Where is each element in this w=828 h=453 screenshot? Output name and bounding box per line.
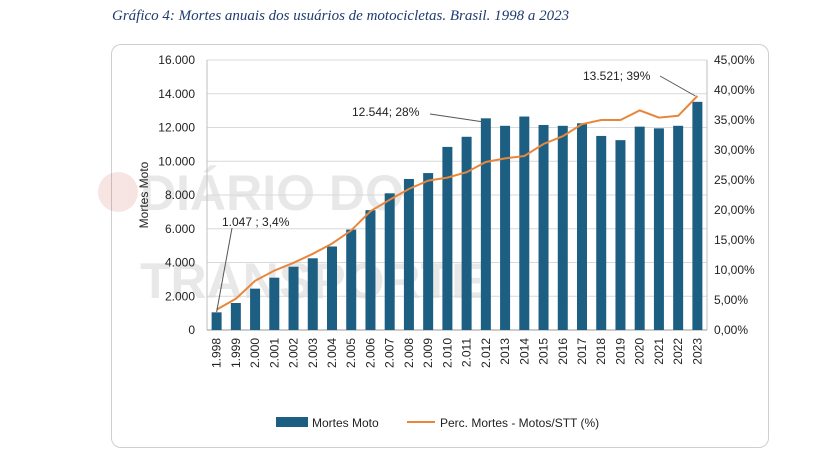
annotation-label: 1.047 ; 3,4%: [222, 215, 290, 229]
x-tick-label: 2.006: [363, 338, 377, 368]
x-tick-label: 2018: [594, 338, 608, 365]
y-left-tick-label: 14.000: [158, 87, 195, 101]
line-series: [216, 95, 699, 311]
x-tick-label: 2015: [537, 338, 551, 365]
y-right-tick-label: 40,00%: [714, 83, 755, 97]
bar: [538, 124, 549, 330]
legend-swatch-bar: [276, 417, 308, 427]
y-left-tick-label: 6.000: [165, 222, 195, 236]
x-tick-label: 2.001: [267, 338, 281, 368]
y-right-tick-label: 35,00%: [714, 113, 755, 127]
bar: [307, 258, 318, 330]
bar: [615, 140, 626, 330]
x-tick-label: 2.011: [460, 338, 474, 367]
bar: [384, 193, 395, 330]
bar: [250, 288, 261, 330]
watermark-logo: [98, 172, 138, 212]
y-left-tick-label: 2.000: [165, 289, 195, 303]
bar: [577, 123, 587, 330]
annotation-leader: [429, 113, 484, 123]
x-tick-label: 2020: [633, 338, 647, 365]
x-tick-label: 2023: [690, 338, 704, 365]
bar: [692, 101, 703, 330]
x-tick-label: 2.003: [306, 338, 320, 368]
bar: [596, 135, 607, 330]
x-tick-label: 2.008: [402, 338, 416, 368]
x-tick-label: 1.999: [229, 338, 243, 368]
bar: [346, 229, 357, 330]
y-right-tick-label: 25,00%: [714, 173, 755, 187]
bar: [634, 126, 645, 330]
y-axis-title: Mortes Moto: [137, 161, 151, 228]
bar: [230, 303, 241, 330]
bar: [403, 178, 414, 330]
legend-label: Mortes Moto: [312, 416, 379, 430]
x-tick-label: 1.998: [210, 338, 224, 368]
x-tick-label: 2019: [613, 338, 627, 365]
y-left-tick-label: 8.000: [165, 188, 195, 202]
y-left-tick-label: 12.000: [158, 121, 195, 135]
annotation-label: 13.521; 39%: [583, 69, 651, 83]
figure-title: Gráfico 4: Mortes anuais dos usuários de…: [112, 8, 570, 24]
bar: [500, 125, 511, 330]
bar: [288, 266, 299, 330]
bar: [327, 246, 337, 330]
bar: [211, 312, 222, 330]
bar: [653, 128, 664, 330]
bar: [365, 210, 376, 330]
y-left-tick-label: 4.000: [165, 256, 195, 270]
bar: [442, 146, 453, 330]
x-tick-label: 2014: [517, 338, 531, 365]
x-tick-label: 2.004: [325, 338, 339, 368]
x-tick-label: 2.002: [287, 338, 301, 368]
x-tick-label: 2.012: [479, 338, 493, 368]
y-left-tick-label: 10.000: [158, 154, 195, 168]
x-tick-label: 2.010: [440, 338, 454, 368]
bar: [519, 116, 530, 330]
y-left-tick-label: 16.000: [158, 53, 195, 67]
watermark-text: DIÁRIO DO: [140, 165, 404, 221]
x-tick-label: 2013: [498, 338, 512, 365]
x-tick-label: 2.007: [383, 338, 397, 368]
bar: [480, 118, 491, 330]
y-left-tick-label: 0: [188, 323, 195, 337]
annotation-label: 12.544; 28%: [352, 105, 420, 119]
bar: [557, 125, 568, 330]
bar: [423, 173, 434, 330]
x-tick-label: 2021: [652, 338, 666, 365]
y-right-tick-label: 30,00%: [714, 143, 755, 157]
x-tick-label: 2016: [556, 338, 570, 365]
y-right-tick-label: 0,00%: [714, 323, 748, 337]
y-right-tick-label: 10,00%: [714, 263, 755, 277]
y-right-tick-label: 45,00%: [714, 53, 755, 67]
bar: [269, 277, 280, 330]
y-right-tick-label: 5,00%: [714, 293, 748, 307]
x-tick-label: 2.000: [248, 338, 262, 368]
y-right-tick-label: 20,00%: [714, 203, 755, 217]
x-tick-label: 2.005: [344, 338, 358, 368]
bar: [673, 125, 684, 330]
x-tick-label: 2.009: [421, 338, 435, 368]
bar: [461, 136, 472, 330]
x-tick-label: 2017: [575, 338, 589, 365]
annotation-leader: [216, 227, 233, 313]
y-right-tick-label: 15,00%: [714, 233, 755, 247]
legend-label: Perc. Mortes - Motos/STT (%): [440, 416, 599, 430]
annotation-leader: [659, 75, 696, 97]
x-tick-label: 2022: [671, 338, 685, 365]
